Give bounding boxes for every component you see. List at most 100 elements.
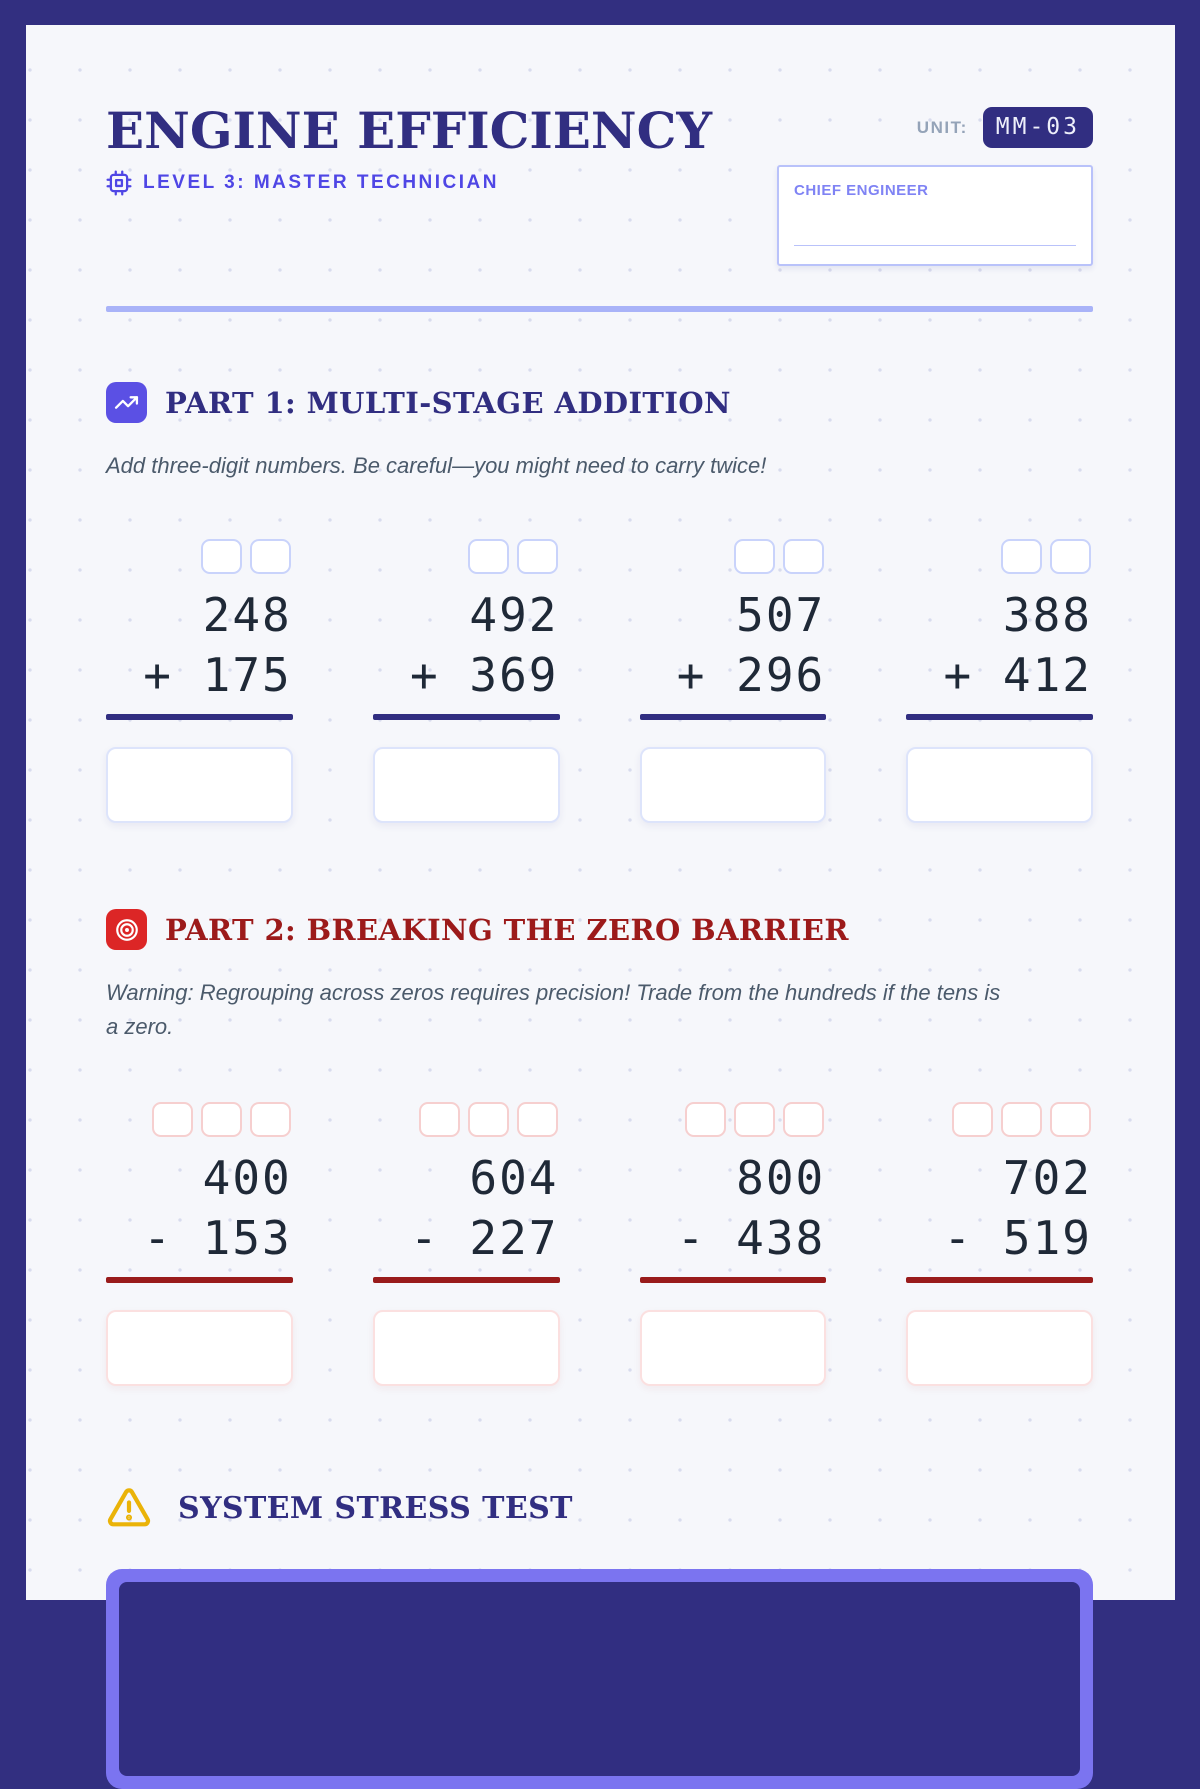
section-divider [106, 306, 1093, 312]
top-operand: 248 [202, 588, 292, 642]
equals-rule [639, 1277, 827, 1283]
borrow-box[interactable] [734, 1102, 776, 1137]
target-icon [106, 909, 147, 950]
carry-row [106, 539, 291, 574]
part2-heading-row: PART 2: BREAKING THE ZERO BARRIER [106, 909, 1093, 950]
borrow-box[interactable] [783, 1102, 825, 1137]
borrow-box[interactable] [952, 1102, 993, 1137]
subtraction-problem-4: 702 - 519 [906, 1102, 1093, 1386]
page-title: ENGINE EFFICIENCY [106, 101, 713, 160]
answer-box[interactable] [906, 1310, 1093, 1386]
answer-box[interactable] [106, 1310, 293, 1386]
bottom-operand: - 227 [410, 1211, 559, 1265]
carry-box[interactable] [516, 539, 558, 574]
carry-box[interactable] [783, 539, 825, 574]
borrow-box[interactable] [418, 1102, 460, 1137]
top-operand: 507 [736, 588, 826, 642]
top-operand: 800 [736, 1151, 826, 1205]
equals-rule [372, 1277, 560, 1283]
unit-code-badge: MM-03 [982, 107, 1093, 148]
borrow-row [106, 1102, 291, 1137]
equals-rule [372, 714, 560, 720]
signature-line[interactable] [794, 245, 1076, 246]
answer-box[interactable] [106, 747, 293, 823]
borrow-box[interactable] [1050, 1102, 1091, 1137]
stress-heading: SYSTEM STRESS TEST [178, 1490, 573, 1526]
answer-box[interactable] [639, 747, 827, 823]
carry-box[interactable] [1050, 539, 1091, 574]
part1-heading-row: PART 1: MULTI-STAGE ADDITION [106, 382, 1093, 423]
borrow-row [640, 1102, 825, 1137]
addition-problem-3: 507 + 296 [639, 539, 827, 823]
borrow-row [906, 1102, 1091, 1137]
equals-rule [106, 1277, 293, 1283]
level-subtitle: LEVEL 3: MASTER TECHNICIAN [143, 172, 500, 193]
top-operand: 702 [1002, 1151, 1092, 1205]
equals-rule [906, 714, 1093, 720]
part2-heading: PART 2: BREAKING THE ZERO BARRIER [165, 912, 849, 947]
carry-row [373, 539, 558, 574]
carry-box[interactable] [467, 539, 509, 574]
unit-label: UNIT: [916, 117, 968, 137]
stress-heading-row: SYSTEM STRESS TEST [106, 1486, 1093, 1530]
trending-up-icon [106, 382, 147, 423]
addition-problem-4: 388 + 412 [906, 539, 1093, 823]
part2-section: PART 2: BREAKING THE ZERO BARRIER Warnin… [106, 909, 1093, 1386]
borrow-box[interactable] [516, 1102, 558, 1137]
carry-box[interactable] [734, 539, 776, 574]
bottom-operand: + 175 [143, 648, 292, 702]
answer-box[interactable] [372, 1310, 560, 1386]
unit-row: UNIT: MM-03 [917, 107, 1093, 148]
answer-box[interactable] [906, 747, 1093, 823]
bottom-operand: - 438 [676, 1211, 826, 1265]
top-operand: 492 [469, 588, 559, 642]
part1-instruction: Add three-digit numbers. Be careful—you … [106, 453, 767, 478]
subtraction-problem-3: 800 - 438 [639, 1102, 827, 1386]
top-operand: 604 [469, 1151, 559, 1205]
header-left: ENGINE EFFICIENCY LEVEL 3: MASTER TECHNI… [106, 103, 712, 196]
answer-box[interactable] [639, 1310, 827, 1386]
borrow-box[interactable] [200, 1102, 242, 1137]
part1-problems-grid: 248 + 175 492 + 369 507 [106, 539, 1093, 823]
carry-box[interactable] [1001, 539, 1042, 574]
bottom-operand: + 296 [676, 648, 826, 702]
warning-icon [106, 1486, 152, 1530]
subtitle-row: LEVEL 3: MASTER TECHNICIAN [106, 170, 712, 196]
borrow-box[interactable] [685, 1102, 727, 1137]
borrow-row [373, 1102, 558, 1137]
stress-test-section: SYSTEM STRESS TEST [106, 1486, 1093, 1789]
bottom-operand: + 412 [943, 648, 1092, 702]
borrow-box[interactable] [249, 1102, 291, 1137]
part1-heading: PART 1: MULTI-STAGE ADDITION [165, 385, 731, 420]
equals-rule [639, 714, 827, 720]
carry-row [640, 539, 825, 574]
addition-problem-1: 248 + 175 [106, 539, 293, 823]
bottom-operand: - 153 [143, 1211, 292, 1265]
part1-section: PART 1: MULTI-STAGE ADDITION Add three-d… [106, 382, 1093, 823]
header-right: UNIT: MM-03 CHIEF ENGINEER [777, 107, 1093, 266]
top-operand: 388 [1002, 588, 1092, 642]
part2-problems-grid: 400 - 153 604 - 227 [106, 1102, 1093, 1386]
stress-test-card-inner [119, 1582, 1080, 1776]
equals-rule [906, 1277, 1093, 1283]
bottom-operand: - 519 [943, 1211, 1092, 1265]
borrow-box[interactable] [467, 1102, 509, 1137]
part2-instruction: Warning: Regrouping across zeros require… [106, 980, 1001, 1039]
subtraction-problem-2: 604 - 227 [372, 1102, 560, 1386]
signature-box[interactable]: CHIEF ENGINEER [777, 165, 1093, 266]
addition-problem-2: 492 + 369 [372, 539, 560, 823]
cpu-icon [106, 170, 132, 196]
borrow-box[interactable] [151, 1102, 193, 1137]
signature-label: CHIEF ENGINEER [794, 182, 929, 199]
worksheet-page: ENGINE EFFICIENCY LEVEL 3: MASTER TECHNI… [26, 25, 1175, 1789]
carry-box[interactable] [200, 539, 242, 574]
top-operand: 400 [202, 1151, 292, 1205]
carry-row [906, 539, 1091, 574]
stress-test-card [106, 1569, 1093, 1789]
borrow-box[interactable] [1001, 1102, 1042, 1137]
carry-box[interactable] [249, 539, 291, 574]
header: ENGINE EFFICIENCY LEVEL 3: MASTER TECHNI… [106, 103, 1093, 266]
subtraction-problem-1: 400 - 153 [106, 1102, 293, 1386]
answer-box[interactable] [372, 747, 560, 823]
equals-rule [106, 714, 293, 720]
